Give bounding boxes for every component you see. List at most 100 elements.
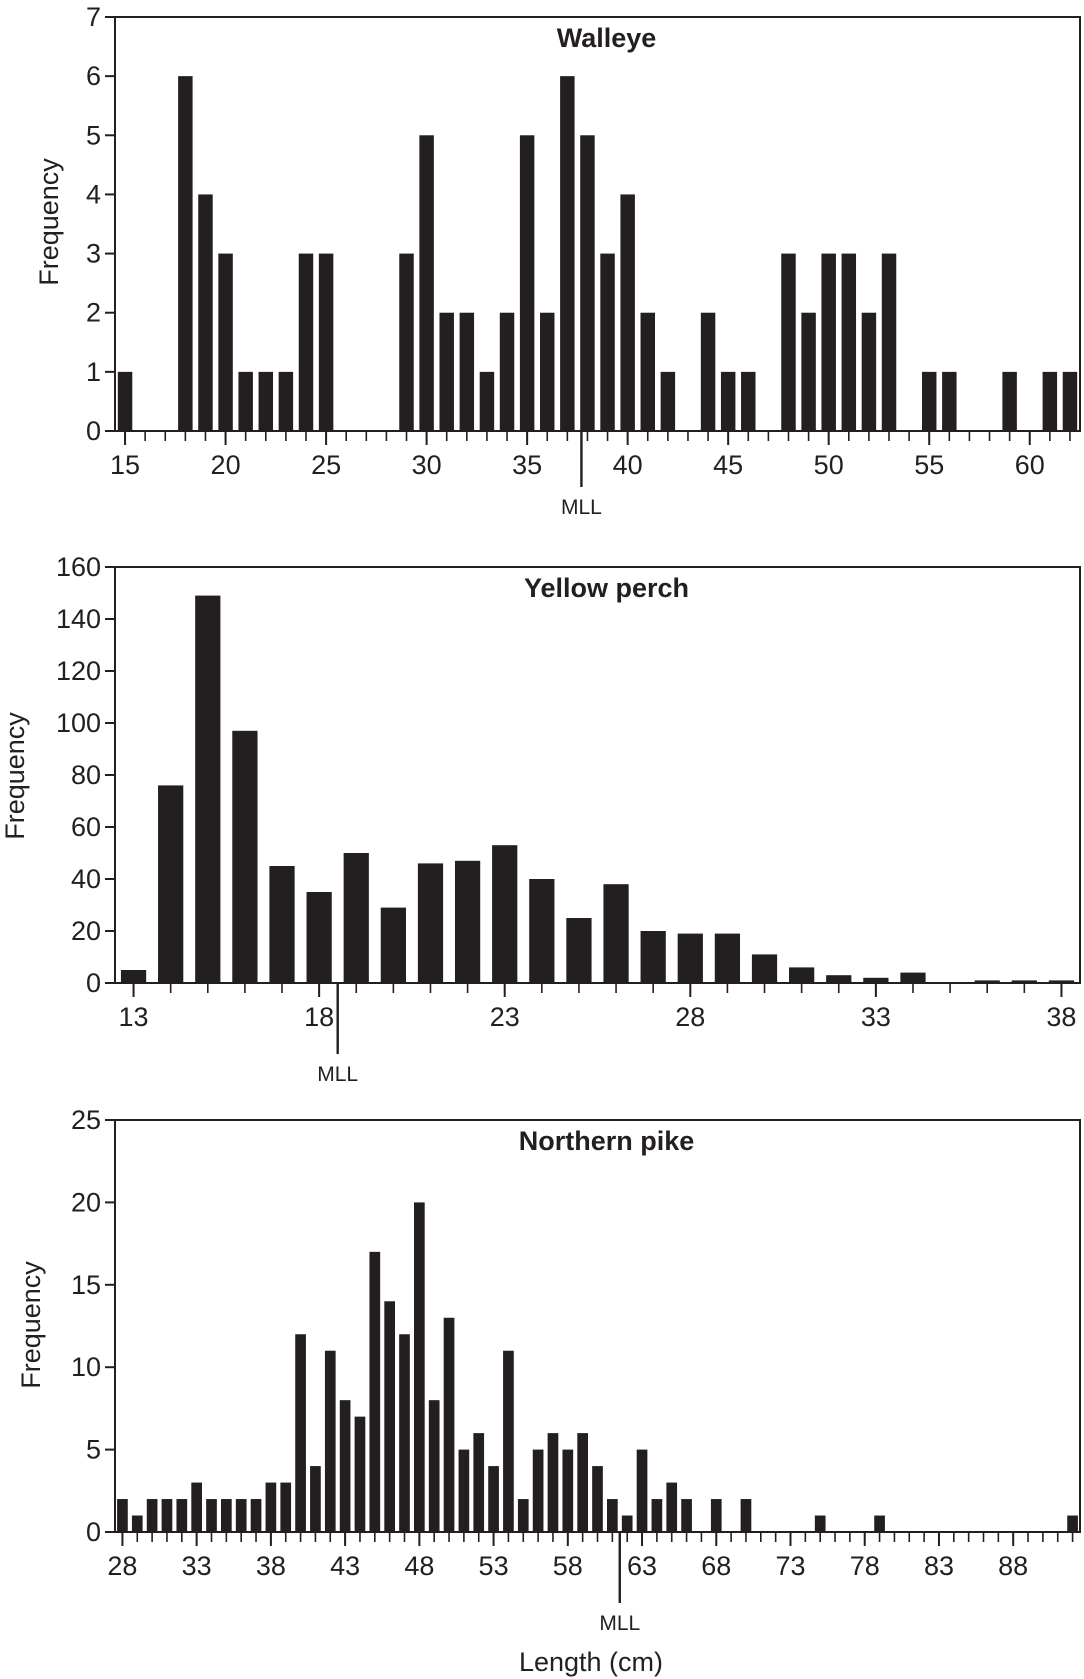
bar-36 (540, 312, 555, 431)
bar-32 (459, 312, 475, 431)
bar-35 (519, 135, 535, 432)
bar-39 (280, 1482, 292, 1532)
x-tick-label: 50 (814, 450, 844, 480)
y-tick-label: 10 (71, 1352, 101, 1382)
bar-15 (117, 371, 133, 431)
y-tick-label: 7 (86, 2, 101, 32)
bar-18 (178, 76, 193, 432)
bar-45 (369, 1251, 381, 1532)
chart-title: Yellow perch (524, 573, 689, 603)
bar-35 (221, 1499, 232, 1532)
bar-30 (146, 1499, 158, 1532)
bar-19 (343, 853, 369, 983)
bar-28 (677, 933, 703, 983)
x-tick-label: 73 (775, 1551, 805, 1581)
y-tick-label: 15 (71, 1270, 101, 1300)
bar-21 (417, 863, 444, 983)
bar-32 (826, 975, 852, 983)
bar-42 (660, 371, 676, 431)
bar-40 (620, 194, 635, 431)
chart-panel-2: 0 20 40 60 80 100 120 140 160 13 18 23 28 33 38 Yellow … (0, 552, 1081, 1086)
bar-20 (218, 253, 233, 431)
bar-52 (861, 312, 877, 431)
bar-53 (488, 1466, 499, 1532)
bar-45 (720, 371, 736, 431)
bar-30 (751, 954, 778, 983)
bar-48 (414, 1202, 425, 1532)
bar-23 (278, 371, 294, 431)
mll-label: MLL (561, 496, 602, 519)
x-tick-label: 43 (330, 1551, 360, 1581)
y-tick-label: 160 (56, 552, 101, 582)
x-tick-label: 45 (713, 450, 743, 480)
bar-50 (821, 253, 836, 431)
mll-label: MLL (599, 1612, 640, 1635)
bar-15 (195, 595, 221, 983)
bar-36 (974, 980, 1000, 983)
bar-44 (354, 1416, 366, 1532)
bar-37 (1011, 980, 1037, 983)
bar-63 (636, 1449, 648, 1532)
bar-19 (198, 194, 213, 431)
plot-frame (114, 16, 1081, 432)
bar-32 (176, 1499, 188, 1532)
x-tick-label: 38 (256, 1551, 286, 1581)
bar-26 (603, 884, 629, 983)
bar-59 (577, 1433, 588, 1532)
bar-16 (232, 730, 258, 983)
bar-46 (384, 1301, 395, 1532)
bar-18 (306, 892, 332, 983)
x-axis-label: Length (cm) (519, 1647, 663, 1677)
bar-36 (235, 1499, 247, 1532)
bar-65 (666, 1482, 678, 1532)
bar-22 (258, 371, 274, 431)
bar-44 (700, 312, 716, 431)
bar-43 (339, 1400, 351, 1532)
y-tick-label: 1 (86, 357, 101, 387)
bar-60 (592, 1466, 603, 1532)
bar-52 (473, 1433, 485, 1532)
bar-34 (206, 1499, 217, 1532)
bar-75 (814, 1515, 826, 1532)
bar-33 (191, 1482, 202, 1532)
y-tick-label: 0 (86, 416, 101, 446)
y-tick-label: 25 (71, 1105, 101, 1135)
bar-58 (562, 1449, 574, 1532)
x-tick-label: 78 (850, 1551, 880, 1581)
bar-14 (158, 785, 184, 983)
bar-29 (399, 253, 414, 431)
bar-41 (310, 1466, 321, 1532)
y-tick-label: 5 (86, 120, 101, 150)
bar-29 (131, 1515, 143, 1532)
x-tick-label: 20 (211, 450, 241, 480)
bar-21 (238, 371, 253, 431)
mll-label: MLL (317, 1063, 358, 1086)
chart-title: Northern pike (519, 1126, 695, 1156)
x-tick-label: 58 (553, 1551, 583, 1581)
bar-24 (298, 253, 314, 431)
bar-49 (801, 312, 816, 431)
y-tick-label: 5 (86, 1435, 101, 1465)
x-tick-label: 68 (701, 1551, 731, 1581)
x-tick-label: 83 (924, 1551, 954, 1581)
bar-38 (1048, 980, 1075, 983)
bar-79 (874, 1515, 885, 1532)
bar-25 (318, 253, 334, 431)
y-tick-label: 140 (56, 604, 101, 634)
bar-64 (651, 1499, 663, 1532)
x-tick-label: 15 (110, 450, 140, 480)
bar-34 (900, 972, 926, 983)
bar-62 (1062, 371, 1078, 431)
y-tick-label: 80 (71, 760, 101, 790)
bar-17 (269, 866, 295, 983)
bar-51 (458, 1449, 470, 1532)
bar-62 (621, 1515, 633, 1532)
bar-54 (503, 1350, 514, 1532)
y-tick-label: 2 (86, 298, 101, 328)
x-tick-label: 60 (1015, 450, 1045, 480)
x-tick-label: 28 (675, 1002, 705, 1032)
bar-27 (640, 931, 666, 983)
x-tick-label: 35 (512, 450, 542, 480)
